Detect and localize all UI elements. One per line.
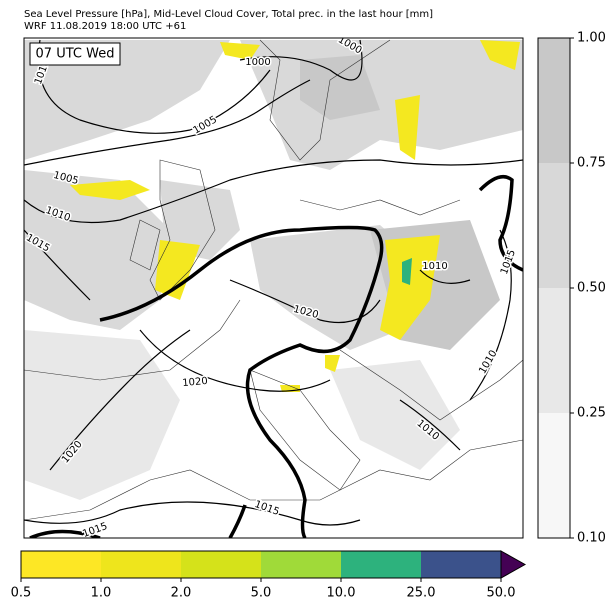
colorbar-tick-label: 0.10 <box>577 531 606 546</box>
isobars <box>24 39 523 538</box>
isobar-label: 1000 <box>245 57 270 68</box>
colorbar-segment <box>21 551 102 578</box>
isobar-label: 1010 <box>422 261 447 272</box>
precip-colorbar: 0.5 1.0 2.0 5.0 10.0 25.0 50.0 <box>11 550 527 601</box>
colorbar-segment <box>101 551 182 578</box>
colorbar-extend <box>500 550 527 579</box>
colorbar-tick-label: 50.0 <box>487 586 516 601</box>
colorbar-segment <box>421 551 502 578</box>
colorbar-segment <box>181 551 262 578</box>
map-frame <box>23 37 524 539</box>
colorbar-tick-label: 0.75 <box>577 156 606 171</box>
colorbar-segment <box>538 413 570 538</box>
title-line-1: Sea Level Pressure [hPa], Mid-Level Clou… <box>24 9 433 20</box>
colorbar-tick-label: 0.50 <box>577 281 606 296</box>
precipitation <box>70 40 520 392</box>
colorbar-segment <box>341 551 422 578</box>
colorbar-tick-label: 0.5 <box>11 586 32 601</box>
cloud-colorbar: 0.10 0.25 0.50 0.75 1.00 <box>537 31 606 546</box>
colorbar-tick-label: 2.0 <box>171 586 192 601</box>
colorbar-segment <box>538 288 570 413</box>
colorbar-segment <box>261 551 342 578</box>
time-box <box>29 42 121 66</box>
time-label: 07 UTC Wed <box>36 47 115 62</box>
title-line-2: WRF 11.08.2019 18:00 UTC +61 <box>24 21 186 32</box>
colorbar-tick-label: 25.0 <box>407 586 436 601</box>
colorbar-tick-label: 1.00 <box>577 31 606 46</box>
isobar-label: 1020 <box>182 376 208 389</box>
colorbar-tick-label: 10.0 <box>327 586 356 601</box>
colorbar-tick-label: 5.0 <box>251 586 272 601</box>
colorbar-segment <box>538 38 570 163</box>
colorbar-tick-label: 0.25 <box>577 406 606 421</box>
colorbar-tick-label: 1.0 <box>91 586 112 601</box>
colorbar-segment <box>538 163 570 288</box>
